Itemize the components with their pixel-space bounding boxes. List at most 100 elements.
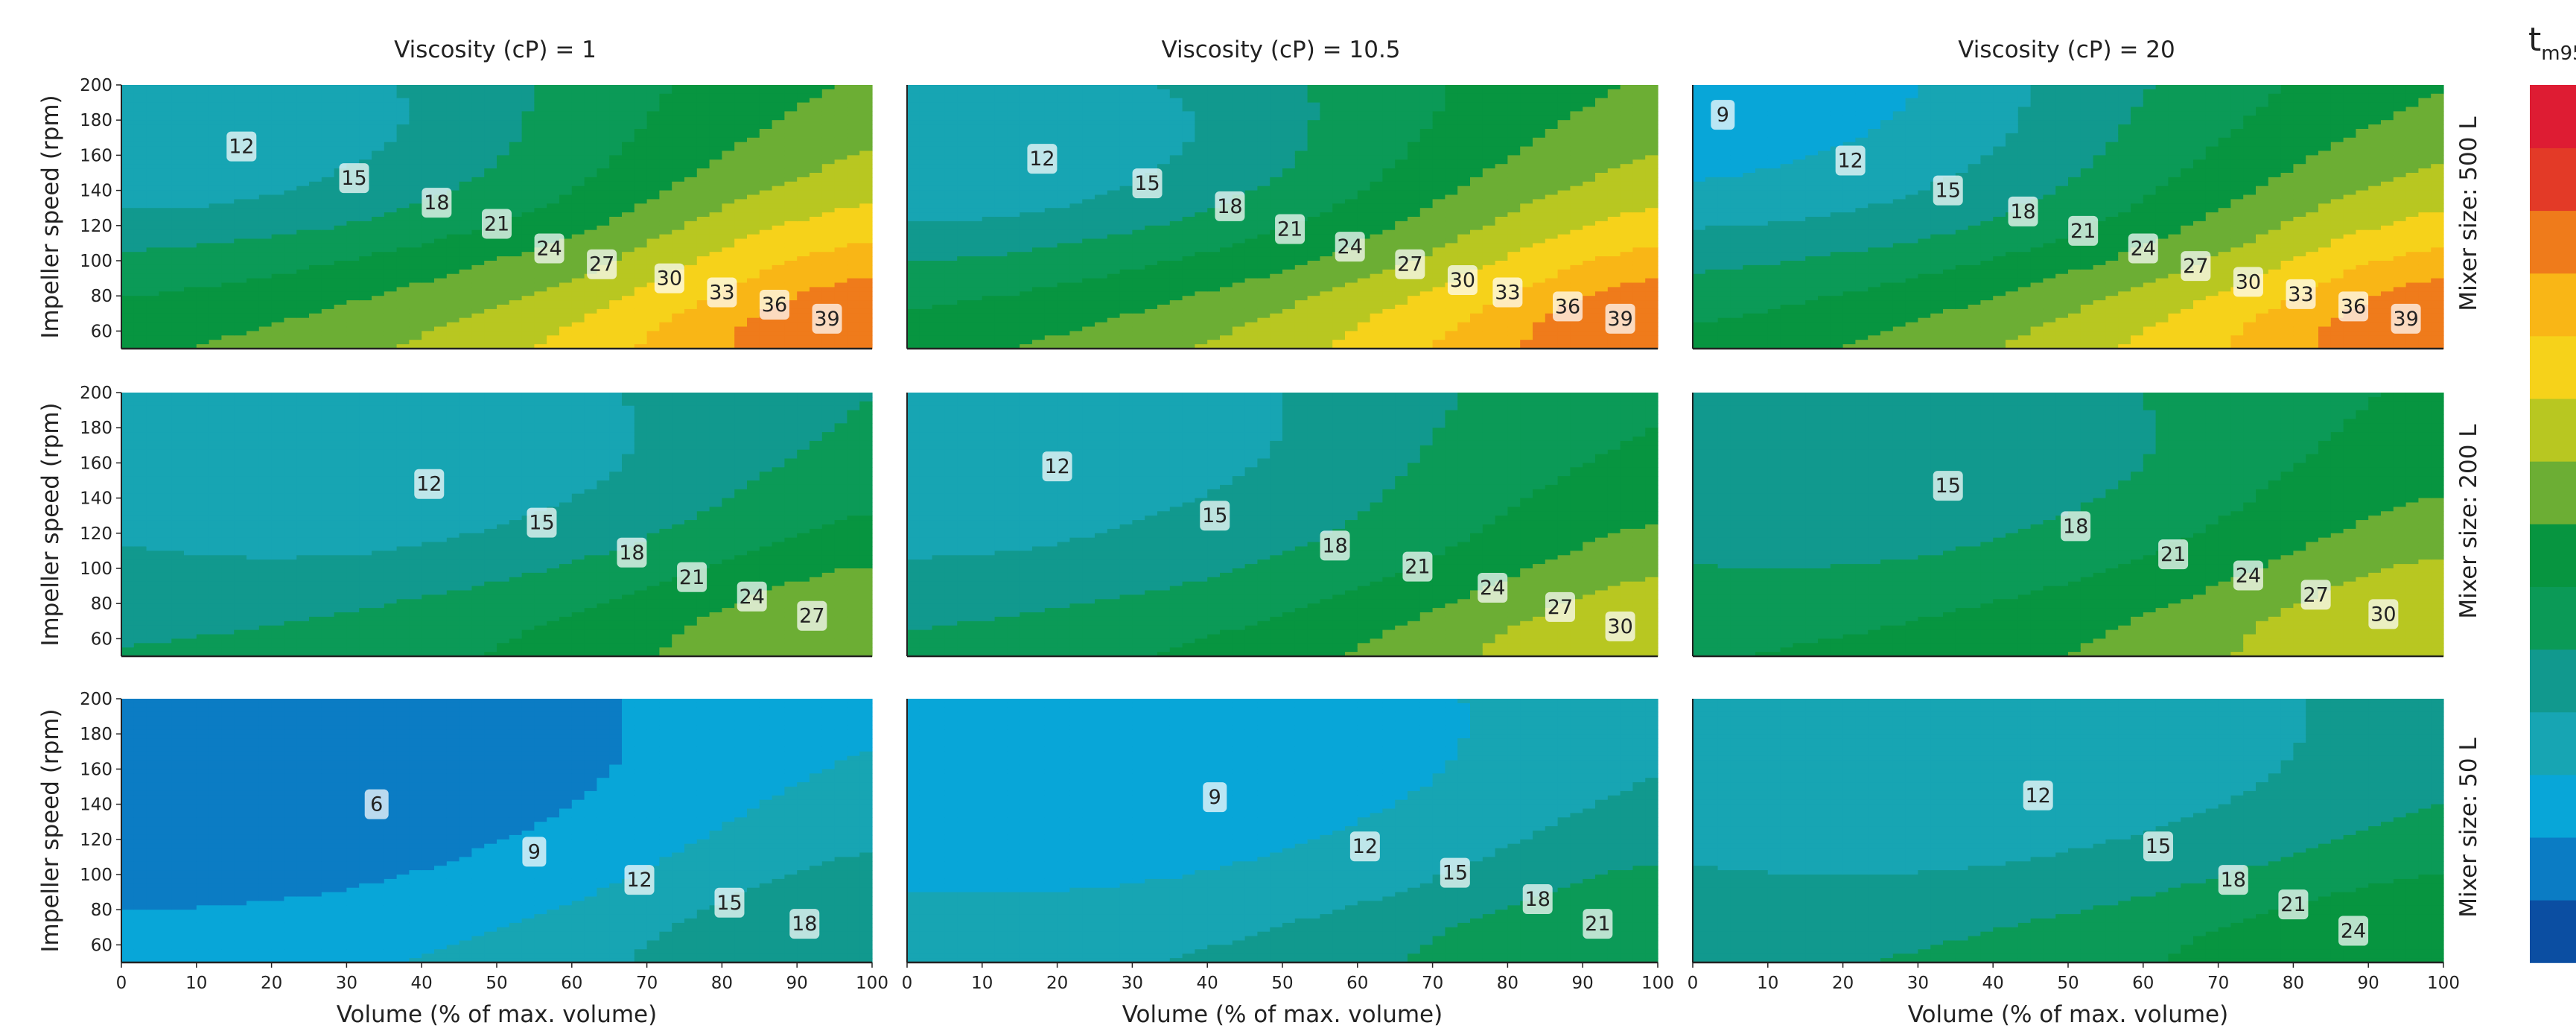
- contour-cell: [646, 308, 660, 314]
- contour-cell: [434, 256, 448, 261]
- contour-cell: [784, 185, 798, 191]
- contour-cell: [171, 243, 185, 248]
- contour-cell: [1020, 313, 1033, 319]
- contour-cell: [584, 326, 597, 331]
- contour-cell: [970, 291, 983, 296]
- contour-cell: [434, 164, 448, 169]
- contour-cell: [446, 164, 460, 169]
- contour-cell: [672, 331, 685, 336]
- contour-cell: [247, 247, 260, 253]
- contour-cell: [534, 133, 547, 139]
- contour-cell: [646, 317, 660, 323]
- contour-cell: [221, 264, 235, 270]
- contour-cell: [797, 220, 810, 226]
- contour-cell: [821, 164, 836, 169]
- contour-cell: [271, 322, 284, 328]
- contour-cell: [409, 300, 422, 305]
- contour-cell: [359, 308, 372, 314]
- contour-cell: [171, 256, 185, 261]
- contour-cell: [696, 124, 710, 130]
- contour-cell: [659, 317, 672, 323]
- contour-cell: [859, 142, 873, 147]
- contour-cell: [509, 159, 523, 165]
- contour-cell: [994, 155, 1008, 160]
- contour-cell: [1020, 85, 1033, 90]
- contour-cell: [1044, 102, 1058, 108]
- contour-cell: [810, 199, 823, 204]
- contour-cell: [797, 247, 810, 253]
- contour-cell: [709, 247, 722, 253]
- contour-cell: [1107, 305, 1121, 310]
- contour-cell: [359, 344, 372, 349]
- contour-cell: [821, 129, 836, 134]
- contour-cell: [284, 212, 297, 218]
- contour-cell: [234, 185, 247, 191]
- contour-cell: [409, 185, 422, 191]
- contour-cell: [696, 252, 710, 257]
- contour-cell: [1044, 229, 1058, 235]
- contour-cell: [609, 190, 623, 196]
- contour-cell: [584, 300, 597, 305]
- contour-cell: [759, 225, 773, 231]
- contour-cell: [696, 273, 710, 279]
- contour-cell: [1095, 247, 1108, 253]
- contour-cell: [247, 291, 260, 296]
- contour-cell: [258, 217, 273, 222]
- contour-cell: [484, 185, 497, 191]
- contour-cell: [471, 164, 485, 169]
- contour-cell: [497, 243, 510, 248]
- contour-cell: [907, 220, 920, 226]
- contour-cell: [797, 278, 810, 284]
- contour-cell: [994, 115, 1008, 121]
- contour-cell: [1032, 120, 1046, 125]
- contour-cell: [759, 243, 773, 248]
- contour-cell: [459, 247, 472, 253]
- contour-cell: [559, 261, 573, 266]
- contour-cell: [309, 305, 322, 310]
- contour-cell: [1169, 317, 1183, 323]
- contour-cell: [1132, 305, 1145, 310]
- contour-cell: [1157, 317, 1171, 323]
- contour-cell: [597, 142, 610, 147]
- contour-cell: [1145, 98, 1158, 104]
- contour-cell: [534, 344, 547, 349]
- contour-cell: [584, 124, 597, 130]
- contour-cell: [1169, 107, 1183, 112]
- contour-cell: [196, 159, 210, 165]
- contour-cell: [509, 177, 523, 183]
- contour-cell: [409, 344, 422, 349]
- contour-cell: [509, 252, 523, 257]
- contour-cell: [484, 308, 497, 314]
- contour-cell: [659, 89, 672, 95]
- contour-cell: [982, 326, 996, 331]
- contour-cell: [847, 168, 860, 174]
- contour-cell: [471, 181, 485, 187]
- contour-cell: [747, 225, 760, 231]
- contour-cell: [944, 225, 958, 231]
- contour-cell: [1082, 199, 1095, 204]
- contour-cell: [944, 220, 958, 226]
- contour-cell: [622, 150, 635, 156]
- contour-cell: [659, 142, 672, 147]
- contour-cell: [296, 278, 310, 284]
- contour-cell: [1007, 282, 1020, 288]
- contour-cell: [944, 234, 958, 240]
- contour-cell: [1082, 115, 1095, 121]
- contour-cell: [434, 252, 448, 257]
- contour-cell: [422, 229, 435, 235]
- contour-cell: [747, 102, 760, 108]
- contour-cell: [359, 155, 372, 160]
- contour-cell: [684, 111, 698, 116]
- contour-cell: [957, 225, 970, 231]
- contour-cell: [396, 107, 410, 112]
- contour-cell: [584, 173, 597, 178]
- contour-cell: [659, 133, 672, 139]
- contour-cell: [571, 247, 585, 253]
- contour-cell: [471, 155, 485, 160]
- contour-cell: [209, 261, 222, 266]
- contour-cell: [810, 212, 823, 218]
- contour-cell: [1119, 89, 1133, 95]
- contour-cell: [284, 243, 297, 248]
- contour-cell: [422, 177, 435, 183]
- contour-cell: [672, 225, 685, 231]
